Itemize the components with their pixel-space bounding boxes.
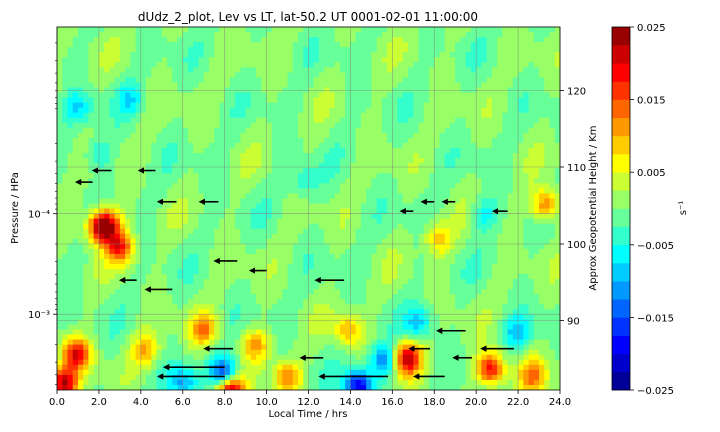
colorbar-segment: [612, 262, 630, 282]
colorbar-segment: [612, 154, 630, 173]
y-tick-right-label: 120: [567, 87, 586, 98]
wind-arrows: [74, 167, 514, 380]
y-axis-right-label: Approx Geopotential Height / Km: [588, 125, 599, 290]
x-axis: 0.0 2.0 4.0 6.0 8.0 10.0 12.0 14.0 16.0 18.0 20.0 2…: [49, 390, 571, 408]
x-tick-label: 20.0: [465, 397, 487, 408]
colorbar-segment: [612, 190, 630, 209]
y-axis-left-label: Pressure / HPa: [10, 172, 21, 244]
plot-area: [56, 26, 561, 391]
colorbar-label: s⁻¹: [678, 201, 689, 216]
x-tick-label: 6.0: [175, 397, 191, 408]
x-tick-label: 10.0: [255, 397, 277, 408]
heatmap-field: [57, 27, 560, 390]
colorbar-segment: [612, 172, 630, 191]
colorbar-segment: [612, 353, 630, 373]
x-tick-label: 24.0: [549, 397, 571, 408]
x-tick-label: 18.0: [423, 397, 445, 408]
x-tick-label: 12.0: [297, 397, 319, 408]
colorbar-segment: [612, 335, 630, 354]
colorbar-tick-label: 0.025: [637, 23, 666, 34]
colorbar-tick-label: −0.005: [637, 241, 674, 252]
y-tick-right-label: 100: [567, 240, 586, 251]
colorbar-segment: [612, 208, 630, 227]
x-tick-label: 8.0: [217, 397, 233, 408]
y-tick-right-label: 110: [567, 163, 586, 174]
colorbar-segment: [612, 299, 630, 318]
y-tick-left-label: 10⁻⁴: [28, 210, 50, 221]
colorbar-tick-label: 0.005: [637, 168, 666, 179]
colorbar-tick-label: −0.025: [637, 386, 674, 397]
colorbar-segment: [612, 81, 630, 100]
x-tick-label: 2.0: [91, 397, 107, 408]
x-tick-label: 4.0: [133, 397, 149, 408]
x-tick-label: 14.0: [339, 397, 361, 408]
y-axis-right: 90 100 110 120: [560, 87, 586, 328]
colorbar-segment: [612, 244, 630, 264]
colorbar-segment: [612, 371, 630, 391]
colorbar-segment: [612, 317, 630, 336]
colorbar-segment: [612, 63, 630, 82]
chart-title: dUdz_2_plot, Lev vs LT, lat-50.2 UT 0001…: [138, 10, 478, 24]
colorbar-segment: [612, 99, 630, 119]
colorbar-segment: [612, 27, 630, 46]
colorbar-segment: [612, 117, 630, 137]
colorbar-segment: [612, 281, 630, 300]
gridlines: [56, 27, 561, 390]
colorbar: 0.025 0.015 0.005 −0.005 −0.015 −0.025: [611, 23, 674, 397]
colorbar-segment: [612, 226, 630, 246]
y-tick-right-label: 90: [567, 317, 580, 328]
colorbar-tick-label: −0.015: [637, 313, 674, 324]
x-tick-label: 16.0: [381, 397, 403, 408]
y-axis-left: 10⁻⁴ 10⁻³: [28, 42, 57, 385]
x-tick-label: 0.0: [49, 397, 65, 408]
colorbar-tick-label: 0.015: [637, 96, 666, 107]
y-tick-left-label: 10⁻³: [28, 310, 50, 321]
x-axis-label: Local Time / hrs: [269, 409, 348, 420]
x-tick-label: 22.0: [507, 397, 529, 408]
colorbar-segment: [612, 45, 630, 64]
colorbar-segment: [612, 135, 630, 155]
